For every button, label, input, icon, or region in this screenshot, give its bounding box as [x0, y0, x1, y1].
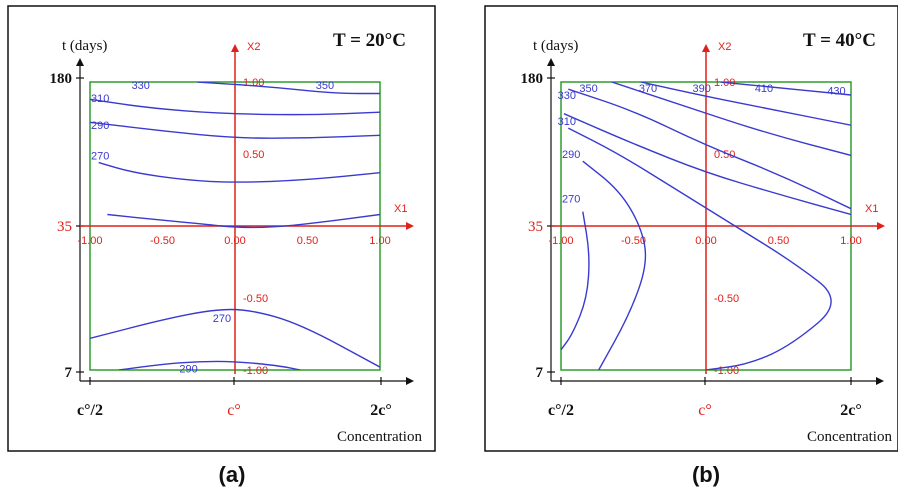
- contour-line: [107, 213, 380, 229]
- caption-b: (b): [691, 462, 721, 487]
- x-axis-title: Concentration: [337, 429, 422, 445]
- contour-label: 390: [692, 83, 710, 95]
- coded-y-tick-label: 0.50: [243, 149, 264, 161]
- contour-line: [561, 211, 590, 351]
- contour-line: [118, 360, 301, 370]
- contour-group: [561, 82, 851, 370]
- x1-axis-arrow: [877, 222, 885, 230]
- coded-x-tick-label: -1.00: [77, 235, 102, 247]
- coded-x-tick-label: 1.00: [369, 235, 390, 247]
- y-axis-arrow: [76, 58, 84, 66]
- coded-y-tick-label: -0.50: [714, 293, 739, 305]
- x-tick-label: c°/2: [77, 402, 103, 419]
- y-axis-arrow: [547, 58, 555, 66]
- contour-line: [563, 113, 851, 216]
- contour-label: 330: [132, 80, 150, 92]
- contour-label: 270: [91, 150, 109, 162]
- x2-axis-arrow: [231, 44, 239, 52]
- panel-b: 180 35 7 c°/2 c° 2c° t (days) Concentration T = …: [484, 5, 898, 452]
- coded-y-tick-label: 1.00: [243, 77, 264, 89]
- y-tick-label: 7: [536, 365, 544, 381]
- contour-line: [567, 127, 832, 370]
- contour-line: [720, 82, 851, 96]
- contour-group: [90, 82, 380, 370]
- contour-label: 290: [562, 149, 580, 161]
- contour-label: 410: [755, 83, 773, 95]
- contour-line: [568, 88, 851, 210]
- contour-label: 430: [827, 86, 845, 98]
- contour-line: [640, 82, 851, 126]
- y-tick-label: 35: [528, 219, 543, 235]
- x-axis-arrow: [406, 377, 414, 385]
- x-tick-label: c°: [698, 402, 712, 419]
- x-tick-label: c°/2: [548, 402, 574, 419]
- coded-x-tick-label: 0.50: [768, 235, 789, 247]
- coded-x-tick-label: -1.00: [548, 235, 573, 247]
- x1-axis-label: X1: [394, 203, 407, 215]
- contour-line: [90, 121, 380, 139]
- y-tick-label: 180: [50, 71, 73, 87]
- coded-y-tick-label: -1.00: [243, 365, 268, 377]
- x-axis-arrow: [876, 377, 884, 385]
- coded-x-tick-label: -0.50: [621, 235, 646, 247]
- panel-frame: [7, 5, 436, 452]
- contour-line: [197, 82, 380, 95]
- x-axis-title: Concentration: [807, 429, 892, 445]
- x2-axis-arrow: [702, 44, 710, 52]
- x1-axis-label: X1: [865, 203, 878, 215]
- x-tick-label: c°: [227, 402, 241, 419]
- contour-line: [90, 98, 380, 116]
- contour-line: [582, 160, 647, 370]
- contour-label: 310: [558, 116, 576, 128]
- contour-label: 270: [213, 313, 231, 325]
- x2-axis-label: X2: [247, 41, 260, 53]
- contour-line: [611, 82, 851, 157]
- panel-title: T = 20°C: [333, 30, 406, 51]
- contour-label: 370: [639, 83, 657, 95]
- contour-label: 270: [562, 194, 580, 206]
- coded-x-tick-label: -0.50: [150, 235, 175, 247]
- caption-a: (a): [218, 462, 246, 487]
- coded-x-tick-label: 0.00: [695, 235, 716, 247]
- contour-label: 290: [179, 364, 197, 376]
- y-axis-title: t (days): [533, 38, 578, 54]
- x-tick-label: 2c°: [370, 402, 392, 419]
- contour-line: [98, 161, 380, 183]
- coded-y-tick-label: 0.50: [714, 149, 735, 161]
- x1-axis-arrow: [406, 222, 414, 230]
- coded-y-tick-label: -0.50: [243, 293, 268, 305]
- contour-label: 290: [91, 120, 109, 132]
- y-tick-label: 7: [65, 365, 73, 381]
- coded-x-tick-label: 1.00: [840, 235, 861, 247]
- coded-x-tick-label: 0.00: [224, 235, 245, 247]
- x2-axis-label: X2: [718, 41, 731, 53]
- x-tick-label: 2c°: [840, 402, 862, 419]
- y-tick-label: 35: [57, 219, 72, 235]
- y-axis-title: t (days): [62, 38, 107, 54]
- panel-title: T = 40°C: [803, 30, 876, 51]
- contour-label: 350: [316, 80, 334, 92]
- contour-label: 350: [579, 83, 597, 95]
- y-tick-label: 180: [521, 71, 544, 87]
- panel-frame: [484, 5, 898, 452]
- contour-label: 330: [558, 90, 576, 102]
- contour-line: [90, 308, 380, 368]
- panel-a: 180 35 7 c°/2 c° 2c° t (days) Concentration T = …: [7, 5, 436, 452]
- contour-label: 310: [91, 93, 109, 105]
- coded-x-tick-label: 0.50: [297, 235, 318, 247]
